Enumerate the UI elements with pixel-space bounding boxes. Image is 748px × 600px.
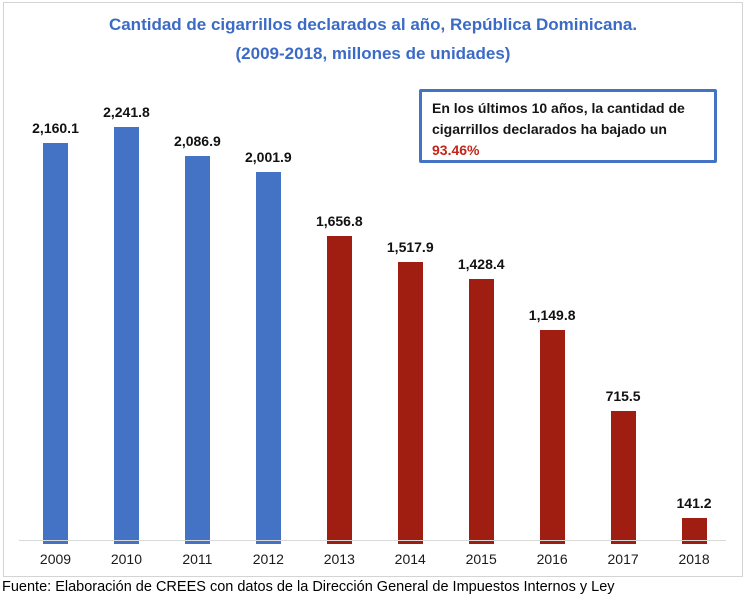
plot-area: 2,160.1 2,241.8 2,086.9 2,001.9 1,656.8 1,517… (4, 98, 742, 544)
x-tick-2017: 2017 (607, 551, 639, 567)
chart-title-line2: (2009-2018, millones de unidades) (235, 44, 511, 63)
bar-2013 (326, 236, 352, 544)
x-axis-labels: 2009 2010 2011 2012 2013 2014 2015 2016 2017 2018 (4, 551, 742, 569)
annotation-line2: cigarrillos declarados ha bajado un (432, 121, 667, 137)
bar-2009 (43, 143, 68, 544)
chart-title-line1: Cantidad de cigarrillos declarados al añ… (108, 15, 638, 34)
bar-value-label-2009: 2,160.1 (32, 120, 79, 136)
bar-2015 (468, 279, 494, 544)
x-tick-2013: 2013 (323, 551, 355, 567)
chart-title: Cantidad de cigarrillos declarados al añ… (4, 10, 742, 68)
bar-2017 (610, 411, 636, 544)
bar-2012 (255, 172, 281, 544)
bar-value-label-2018: 141.2 (676, 495, 712, 511)
bar-value-label-2017: 715.5 (605, 388, 641, 404)
x-tick-2011: 2011 (182, 551, 213, 567)
bar-value-label-2010: 2,241.8 (103, 104, 150, 120)
x-axis-line (19, 540, 726, 541)
bar-value-label-2016: 1,149.8 (528, 307, 576, 323)
source-note: Fuente: Elaboración de CREES con datos d… (2, 579, 615, 595)
annotation-highlight-percentage: 93.46% (432, 142, 480, 158)
x-tick-2015: 2015 (465, 551, 497, 567)
bar-2018 (681, 518, 707, 544)
bar-value-label-2014: 1,517.9 (386, 239, 434, 255)
x-tick-2018: 2018 (678, 551, 710, 567)
bar-value-label-2015: 1,428.4 (457, 256, 505, 272)
chart-frame: Cantidad de cigarrillos declarados al añ… (3, 2, 743, 577)
x-tick-2012: 2012 (252, 551, 284, 567)
x-tick-2016: 2016 (536, 551, 568, 567)
bar-value-label-2013: 1,656.8 (315, 213, 363, 229)
bar-2010 (113, 127, 139, 544)
annotation-line1: En los últimos 10 años, la cantidad de (432, 100, 685, 116)
x-tick-2009: 2009 (39, 551, 72, 567)
bar-value-label-2012: 2,001.9 (244, 149, 292, 165)
annotation-box: En los últimos 10 años, la cantidad de c… (419, 89, 717, 163)
bar-2014 (397, 262, 423, 544)
bar-2011 (184, 156, 210, 544)
x-tick-2014: 2014 (394, 551, 426, 567)
bar-2016 (539, 330, 565, 544)
x-tick-2010: 2010 (110, 551, 143, 567)
bar-value-label-2011: 2,086.9 (174, 133, 221, 149)
